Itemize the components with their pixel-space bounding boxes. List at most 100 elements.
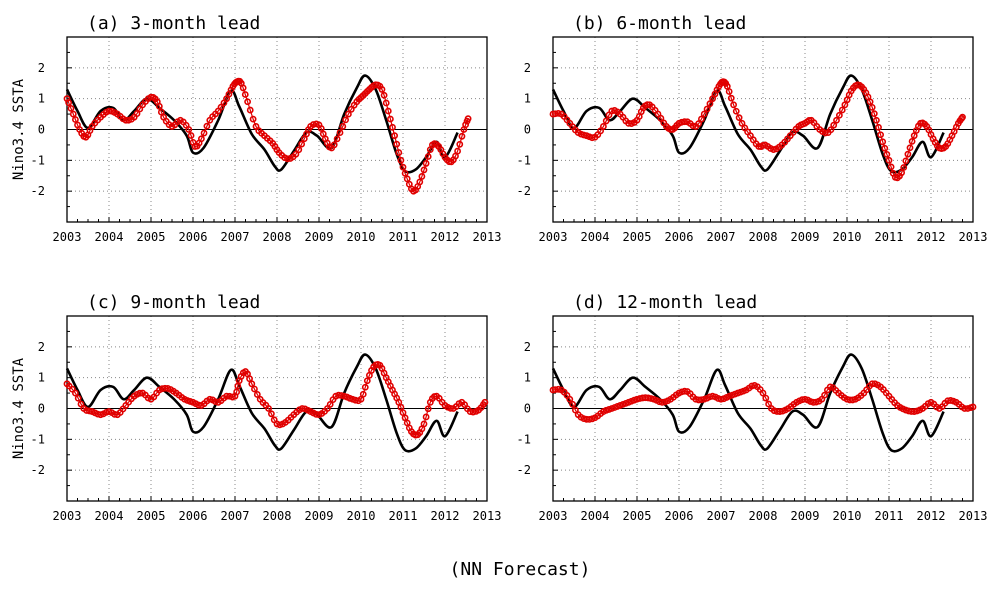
forecast-point: [904, 150, 912, 158]
x-tick-label: 2012: [917, 509, 946, 523]
forecast-point: [554, 385, 562, 393]
forecast-point: [233, 388, 241, 396]
x-tick-label: 2005: [623, 509, 652, 523]
forecast-point: [424, 405, 432, 413]
x-tick-label: 2003: [53, 509, 82, 523]
forecast-point: [870, 110, 878, 118]
forecast-point: [700, 110, 708, 118]
x-tick-label: 2009: [305, 509, 334, 523]
forecast-point: [155, 102, 163, 110]
y-tick-label: -1: [31, 153, 45, 167]
y-tick-label: -1: [31, 432, 45, 446]
panel-2: 2003 2004 2005 2006 2007 2008 2009 2010 2011 2012…: [11, 292, 501, 523]
forecast-point: [727, 94, 735, 102]
forecast-point: [420, 420, 428, 428]
forecast-point: [835, 111, 843, 119]
x-tick-label: 2007: [221, 230, 250, 244]
forecast-point: [69, 110, 77, 118]
panel-title: (a) 3-month lead: [87, 13, 260, 34]
x-tick-label: 2008: [263, 230, 292, 244]
forecast-point: [821, 391, 828, 399]
forecast-point: [298, 140, 306, 148]
x-tick-label: 2003: [53, 230, 82, 244]
y-tick-label: 1: [524, 371, 531, 385]
y-tick-label: 2: [38, 61, 45, 75]
forecast-point: [298, 405, 306, 412]
forecast-point: [908, 137, 916, 145]
forecast-point: [403, 175, 411, 183]
forecast-point: [469, 408, 477, 416]
forecast-point: [866, 98, 874, 106]
forecast-point: [879, 138, 887, 146]
forecast-point: [868, 103, 876, 111]
forecast-point: [681, 118, 688, 126]
forecast-point: [703, 105, 711, 113]
forecast-point: [74, 394, 82, 402]
forecast-point: [698, 115, 705, 123]
x-tick-label: 2010: [833, 509, 862, 523]
forecast-point: [295, 146, 303, 154]
forecast-point: [251, 385, 258, 393]
forecast-point: [464, 115, 472, 123]
x-tick-label: 2003: [539, 230, 568, 244]
forecast-point: [586, 416, 593, 423]
forecast-point: [133, 110, 141, 117]
forecast-point: [717, 395, 725, 403]
forecast-point: [187, 132, 195, 139]
panel-1: 2003 2004 2005 2006 2007 2008 2009 2010 2011 2012…: [517, 13, 988, 244]
y-tick-label: 0: [38, 402, 45, 416]
forecast-point: [397, 403, 405, 411]
x-tick-label: 2011: [389, 230, 418, 244]
forecast-point: [395, 149, 403, 156]
forecast-point: [959, 113, 966, 121]
forecast-point: [422, 413, 430, 421]
forecast-point: [447, 404, 454, 412]
observed-series-line: [65, 353, 459, 453]
forecast-point: [380, 91, 388, 99]
x-tick-label: 2010: [347, 230, 376, 244]
y-tick-label: 0: [524, 123, 531, 137]
x-tick-label: 2009: [791, 509, 820, 523]
forecast-point: [456, 140, 464, 148]
x-tick-label: 2005: [623, 230, 652, 244]
forecast-point: [554, 109, 562, 117]
forecast-point: [695, 120, 702, 128]
forecast-point: [378, 86, 386, 93]
forecast-point: [330, 141, 338, 149]
forecast-point: [284, 155, 291, 163]
forecast-point: [600, 123, 607, 130]
x-tick-label: 2006: [665, 509, 694, 523]
forecast-point: [458, 132, 466, 140]
panel-title: (b) 6-month lead: [573, 13, 746, 34]
forecast-point: [223, 392, 230, 400]
forecast-point: [566, 395, 574, 403]
panels-group: 2003 2004 2005 2006 2007 2008 2009 2010 2011 2012…: [11, 13, 987, 523]
footer-caption: (NN Forecast): [450, 559, 591, 580]
x-tick-label: 2011: [875, 230, 904, 244]
y-tick-label: -2: [517, 184, 531, 198]
forecast-point: [397, 156, 405, 164]
forecast-point: [762, 394, 770, 402]
x-tick-label: 2010: [833, 230, 862, 244]
forecast-point: [389, 123, 396, 131]
forecast-point: [877, 131, 884, 139]
x-tick-label: 2013: [473, 509, 502, 523]
y-axis-label: Nino3.4 SSTA: [11, 357, 27, 459]
forecast-point: [72, 116, 79, 123]
forecast-point: [359, 390, 367, 398]
forecast-point: [735, 114, 743, 122]
forecast-point: [248, 380, 256, 388]
x-tick-label: 2008: [749, 509, 778, 523]
forecast-point: [292, 150, 300, 158]
forecast-point: [551, 110, 559, 118]
forecast-point: [239, 84, 247, 92]
forecast-point: [454, 147, 461, 155]
forecast-point: [363, 377, 371, 385]
forecast-point: [253, 391, 261, 398]
observed-series-line: [65, 74, 459, 174]
forecast-point: [887, 163, 895, 171]
forecast-point: [900, 164, 908, 171]
forecast-point: [875, 123, 882, 131]
x-tick-label: 2007: [707, 230, 736, 244]
